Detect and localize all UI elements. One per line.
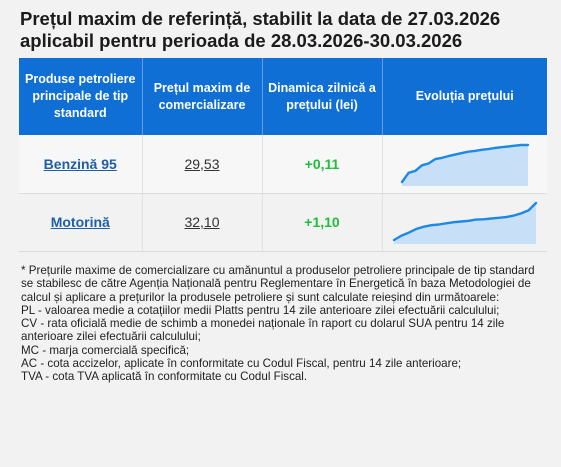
sparkline-area	[401, 144, 528, 186]
sparkline-benzina-95	[400, 143, 529, 186]
footnotes: * Prețurile maxime de comercializare cu …	[21, 264, 541, 384]
header-daily-change: Dinamica zilnică a prețului (lei)	[262, 58, 383, 135]
footnote-cv: CV - rata oficială medie de schimb a mon…	[21, 317, 505, 344]
cell-evolution	[382, 193, 547, 252]
sparkline-motorina	[392, 201, 537, 244]
cell-product: Benzină 95	[19, 135, 143, 194]
page-title: Prețul maxim de referință, stabilit la d…	[20, 8, 550, 52]
cell-change: +0,11	[262, 135, 383, 194]
cell-price: 29,53	[142, 135, 263, 194]
cell-product: Motorină	[19, 193, 143, 252]
change-value: +0,11	[304, 155, 340, 172]
title-line-1: Prețul maxim de referință, stabilit la d…	[20, 8, 501, 29]
sparkline-line	[400, 143, 529, 183]
footnote-mc: MC - marja comercială specifică;	[21, 343, 190, 357]
sparkline-area	[393, 203, 536, 244]
cell-evolution	[382, 135, 547, 194]
header-product: Produse petroliere principale de tip sta…	[19, 58, 143, 135]
footnote-tva: TVA - cota TVA aplicată în conformitate …	[21, 370, 308, 384]
footnote-ac: AC - cota accizelor, aplicate în conform…	[21, 357, 462, 371]
price-table: Produse petroliere principale de tip sta…	[19, 58, 547, 252]
footnote-pl: PL - valoarea medie a cotațiilor medii P…	[21, 303, 500, 317]
title-line-2: aplicabil pentru perioada de 28.03.2026-…	[20, 30, 463, 51]
header-max-price: Prețul maxim de comercializare	[142, 58, 263, 135]
table-header-row: Produse petroliere principale de tip sta…	[19, 58, 547, 135]
table-row: Motorină 32,10 +1,10	[19, 193, 547, 252]
cell-change: +1,10	[262, 193, 383, 252]
footnote-intro: * Prețurile maxime de comercializare cu …	[21, 264, 535, 304]
product-link-benzina-95[interactable]: Benzină 95	[43, 155, 117, 172]
header-price-evolution: Evoluția prețului	[382, 58, 547, 135]
product-link-motorina[interactable]: Motorină	[50, 214, 110, 230]
table-row: Benzină 95 29,53 +0,11	[19, 135, 547, 194]
price-value: 32,10	[184, 214, 220, 230]
price-value: 29,53	[184, 155, 220, 172]
cell-price: 32,10	[142, 193, 263, 252]
sparkline-line	[392, 201, 537, 242]
change-value: +1,10	[304, 214, 340, 230]
